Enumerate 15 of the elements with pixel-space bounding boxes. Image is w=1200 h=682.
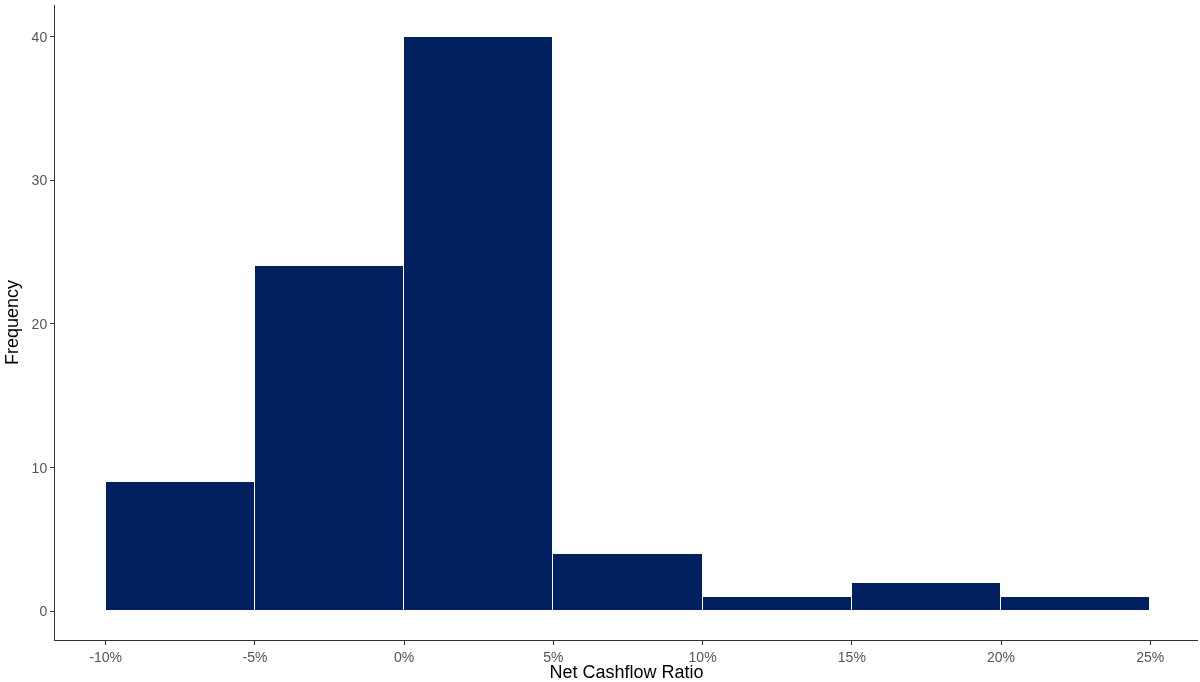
y-tick-label: 0: [39, 603, 48, 620]
y-tick-label: 10: [31, 459, 48, 476]
x-tick-label: 15%: [837, 648, 866, 665]
x-tick-label: 0%: [394, 648, 415, 665]
x-tick-label: 5%: [543, 648, 564, 665]
x-tick-label: -5%: [242, 648, 268, 665]
x-tick-label: 25%: [1136, 648, 1165, 665]
x-tick-label: -10%: [89, 648, 123, 665]
x-tick-label: 10%: [688, 648, 717, 665]
y-tick-label: 30: [31, 172, 48, 189]
y-tick-label: 40: [31, 28, 48, 45]
y-axis-title: Frequency: [1, 279, 22, 366]
x-tick-label: 20%: [987, 648, 1016, 665]
y-tick-label: 20: [31, 315, 48, 332]
x-axis-title: Net Cashflow Ratio: [549, 662, 704, 682]
